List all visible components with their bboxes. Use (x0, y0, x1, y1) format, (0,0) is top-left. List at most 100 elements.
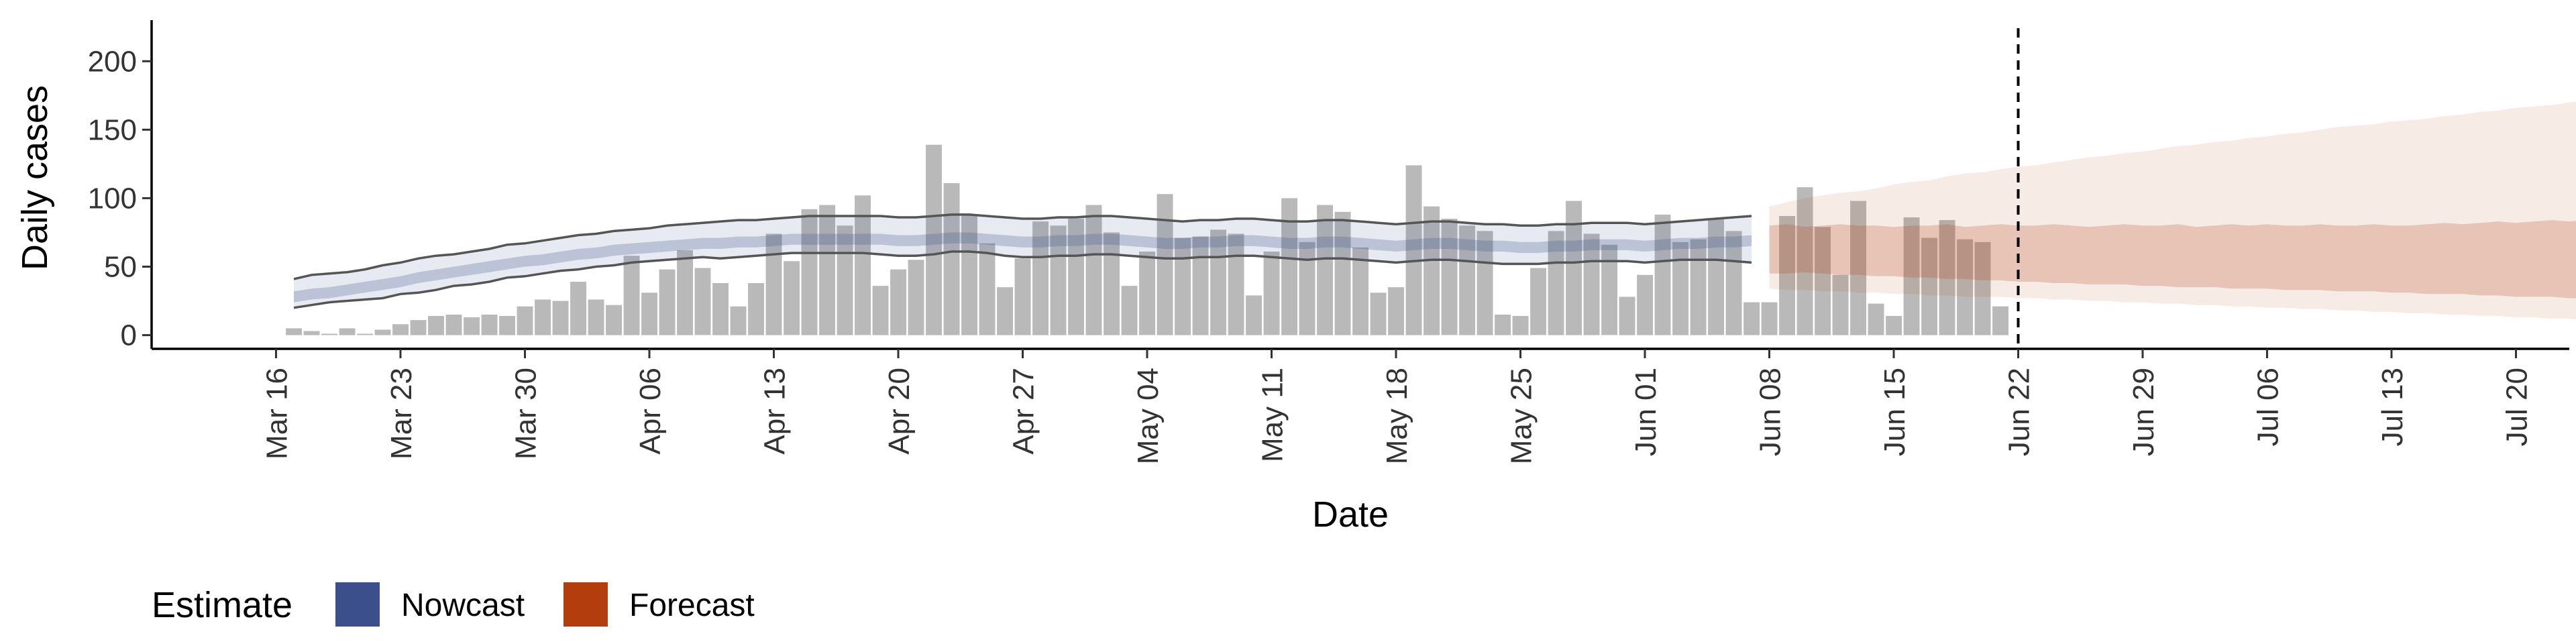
forecast-outer-band (1769, 101, 2576, 319)
bar (1868, 303, 1884, 335)
x-tick-label: Apr 27 (1008, 368, 1040, 455)
bar (1405, 165, 1422, 335)
legend-label-forecast: Forecast (629, 588, 755, 623)
y-tick-label: 50 (104, 251, 137, 284)
x-tick-label: Mar 23 (385, 368, 418, 460)
bar (694, 268, 711, 335)
bar (1263, 252, 1280, 335)
bar (1530, 268, 1546, 335)
x-tick-label: May 04 (1132, 368, 1165, 464)
bar (1495, 315, 1511, 335)
bar (1619, 297, 1635, 335)
x-tick-label: Jun 01 (1629, 368, 1662, 456)
bar (1708, 219, 1724, 335)
bar (623, 256, 640, 335)
x-tick-label: May 18 (1381, 368, 1413, 464)
bar (855, 195, 871, 335)
x-tick-label: May 25 (1505, 368, 1538, 464)
bar (677, 250, 693, 335)
bar (1477, 231, 1493, 335)
nowcast-outer-band (294, 214, 1752, 308)
bar (926, 144, 942, 335)
bar (1317, 205, 1333, 335)
bar (1370, 292, 1387, 335)
bar (1246, 295, 1262, 335)
bar (872, 286, 889, 335)
bar (730, 306, 747, 335)
x-tick-label: Jun 29 (2127, 368, 2160, 456)
bar (1886, 316, 1902, 335)
bar (961, 214, 977, 335)
bar (570, 282, 586, 335)
axes-layer: 0 50 100 150 200 Mar 16 Mar 23 Mar 30 Apr 06 Apr … (88, 20, 2569, 464)
bar (1388, 287, 1404, 335)
bar (1512, 316, 1529, 335)
y-tick-label: 150 (88, 113, 137, 146)
bar (410, 320, 427, 335)
bar (481, 315, 498, 335)
bar (1779, 216, 1795, 335)
bar (535, 299, 551, 335)
y-tick-label: 200 (88, 45, 137, 78)
bar (1566, 201, 1582, 335)
bar (712, 283, 729, 335)
bars-layer (286, 144, 2008, 335)
legend-swatch-forecast (564, 582, 608, 627)
bar (1032, 221, 1049, 335)
nowcast-upper-line (293, 213, 1752, 280)
bar (1121, 286, 1138, 335)
x-tick-label: Jun 22 (2003, 368, 2036, 456)
bar (357, 333, 373, 335)
x-tick-label: Apr 13 (759, 368, 792, 455)
bar (1139, 252, 1155, 335)
bar (1334, 211, 1351, 335)
bar (641, 292, 657, 335)
bar (1228, 233, 1244, 335)
bar (1974, 241, 1991, 335)
bar (979, 243, 996, 335)
bar (765, 233, 782, 335)
bar (1939, 220, 1955, 335)
y-tick-label: 100 (88, 182, 137, 215)
bar (1761, 302, 1778, 335)
bar (1654, 214, 1671, 335)
bar (588, 299, 604, 335)
bar (997, 287, 1013, 335)
bar (1601, 244, 1617, 335)
bar (1459, 225, 1475, 335)
bar (499, 316, 515, 335)
bar (1192, 236, 1209, 335)
bar (552, 301, 569, 335)
x-tick-label: Jun 15 (1878, 368, 1911, 456)
legend-label-nowcast: Nowcast (401, 588, 525, 623)
bar (1957, 239, 1973, 335)
bar (445, 315, 462, 335)
x-tick-label: Mar 16 (261, 368, 294, 460)
bar (1743, 302, 1760, 335)
y-tick-label: 0 (121, 319, 137, 352)
bar (464, 317, 480, 335)
x-tick-label: Jul 13 (2376, 368, 2409, 446)
bar (1068, 219, 1084, 335)
bar (1672, 241, 1688, 335)
bar (1281, 198, 1297, 335)
bar (1299, 241, 1316, 335)
bar (1441, 219, 1458, 335)
legend-swatch-nowcast (335, 582, 380, 627)
bar (1637, 274, 1653, 335)
bar (1992, 306, 2008, 335)
legend: Estimate Nowcast Forecast (152, 582, 755, 627)
bar (1424, 206, 1440, 335)
nowcast-lower-line (293, 250, 1752, 309)
bar (606, 305, 622, 335)
bar (1050, 225, 1067, 335)
bar (1085, 205, 1102, 335)
x-tick-label: Apr 20 (883, 368, 916, 455)
bar (321, 333, 337, 335)
bar (428, 316, 444, 335)
bar (1725, 231, 1742, 335)
x-tick-label: May 11 (1256, 368, 1289, 462)
y-axis-title: Daily cases (15, 85, 55, 270)
bar (392, 324, 409, 335)
